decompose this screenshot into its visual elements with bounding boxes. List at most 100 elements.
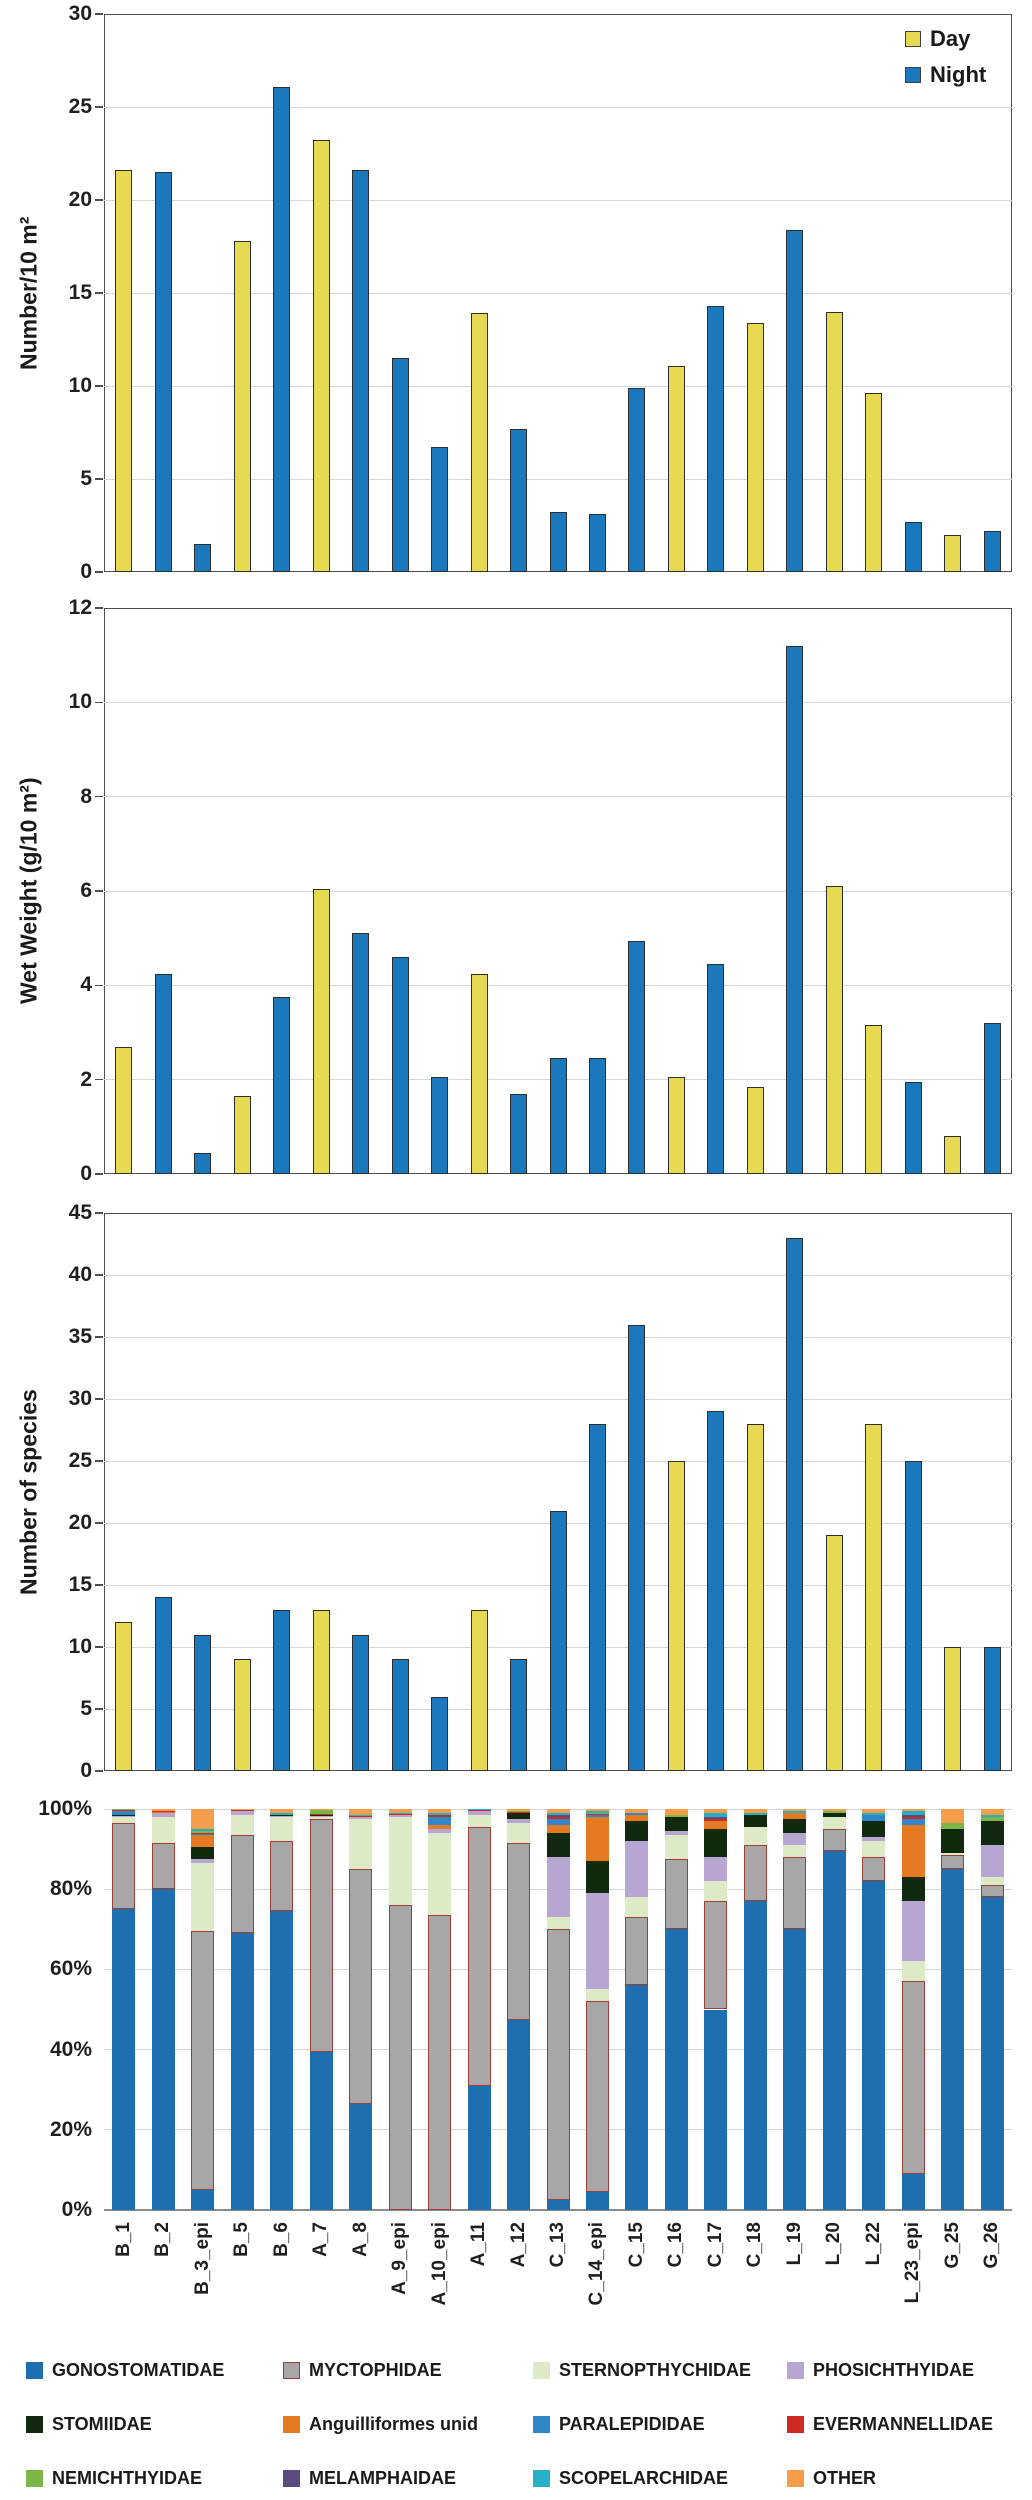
segment-paralepididae-C_14_epi bbox=[585, 1815, 609, 1817]
percent-tick-label: 20% bbox=[49, 2117, 92, 2141]
segment-phosichthyidae-L_22 bbox=[862, 1837, 886, 1842]
segment-gonostomatidae-C_15 bbox=[625, 1985, 649, 2210]
segment-myctophidae-C_15 bbox=[625, 1917, 649, 1986]
legend-item-sternopthychidae: STERNOPTHYCHIDAE bbox=[533, 2360, 751, 2381]
station-label-B_3_epi: B_3_epi bbox=[191, 2222, 213, 2295]
bar-G_26 bbox=[983, 1023, 1001, 1174]
segment-gonostomatidae-L_20 bbox=[822, 1851, 846, 2210]
legend-item-phosichthyidae: PHOSICHTHYIDAE bbox=[787, 2360, 974, 2381]
segment-scopelarchidae-G_26 bbox=[980, 1815, 1004, 1817]
segment-other-C_15 bbox=[625, 1809, 649, 1813]
segment-gonostomatidae-A_8 bbox=[349, 2103, 373, 2210]
y-tick-mark bbox=[95, 571, 103, 573]
segment-sternopthychidae-B_2 bbox=[151, 1817, 175, 1844]
segment-scopelarchidae-C_18 bbox=[743, 1813, 767, 1815]
gridline bbox=[104, 701, 1012, 703]
y-tick-mark bbox=[95, 13, 103, 15]
bar-C_15 bbox=[628, 387, 646, 572]
y-tick-label: 45 bbox=[68, 1201, 92, 1224]
stomiidae-swatch-icon bbox=[26, 2416, 43, 2433]
bar-L_19 bbox=[786, 645, 804, 1174]
y-tick-label: 40 bbox=[68, 1263, 92, 1286]
segment-stomiidae-L_20 bbox=[822, 1813, 846, 1817]
segment-other-C_13 bbox=[546, 1809, 570, 1813]
segment-phosichthyidae-B_1 bbox=[112, 1815, 136, 1817]
bar-C_17 bbox=[707, 306, 725, 572]
segment-stomiidae-B_3_epi bbox=[191, 1847, 215, 1860]
segment-scopelarchidae-A_9_epi bbox=[388, 1813, 412, 1815]
segment-melamphaidae-C_17 bbox=[704, 1817, 728, 1820]
segment-scopelarchidae-C_14_epi bbox=[585, 1811, 609, 1813]
legend-item-evermannellidae: EVERMANNELLIDAE bbox=[787, 2414, 993, 2435]
legend-label: NEMICHTHYIDAE bbox=[52, 2468, 203, 2488]
segment-gonostomatidae-L_22 bbox=[862, 1881, 886, 2210]
segment-sternopthychidae-C_16 bbox=[664, 1835, 688, 1860]
y-tick-mark bbox=[95, 1173, 103, 1175]
segment-phosichthyidae-G_26 bbox=[980, 1845, 1004, 1878]
segment-sternopthychidae-B_6 bbox=[270, 1817, 294, 1842]
y-tick-label: 15 bbox=[68, 1573, 92, 1596]
segment-other-B_5 bbox=[230, 1809, 254, 1811]
y-tick-mark bbox=[95, 795, 103, 798]
segment-phosichthyidae-C_13 bbox=[546, 1857, 570, 1918]
bar-B_6 bbox=[273, 997, 291, 1174]
segment-myctophidae-A_9_epi bbox=[388, 1905, 412, 2210]
segment-gonostomatidae-B_6 bbox=[270, 1911, 294, 2210]
segment-sternopthychidae-B_5 bbox=[230, 1815, 254, 1836]
segment-phosichthyidae-C_14_epi bbox=[585, 1893, 609, 1990]
segment-phosichthyidae-C_16 bbox=[664, 1831, 688, 1836]
station-label-L_22: L_22 bbox=[862, 2222, 884, 2266]
segment-other-A_9_epi bbox=[388, 1809, 412, 1813]
y-tick-mark bbox=[95, 1584, 103, 1586]
segment-evermannellidae-A_12 bbox=[507, 1812, 531, 1813]
segment-myctophidae-G_25 bbox=[941, 1855, 965, 1870]
legend-item-night: Night bbox=[905, 62, 986, 88]
segment-nemichthyidae-B_1 bbox=[112, 1809, 136, 1811]
bar-C_15 bbox=[628, 1324, 646, 1771]
bar-C_17 bbox=[707, 1411, 725, 1771]
bar-C_14_epi bbox=[588, 1058, 606, 1174]
segment-phosichthyidae-B_2 bbox=[151, 1813, 175, 1817]
bar-C_18 bbox=[746, 322, 764, 572]
segment-gonostomatidae-C_13 bbox=[546, 2199, 570, 2210]
bar-B_3_epi bbox=[194, 1152, 212, 1174]
gridline bbox=[104, 1460, 1012, 1462]
bar-L_20 bbox=[825, 1535, 843, 1771]
bar-B_2 bbox=[154, 973, 172, 1174]
y-tick-label: 10 bbox=[68, 374, 92, 397]
y-tick-mark bbox=[95, 478, 103, 480]
station-label-A_8: A_8 bbox=[349, 2222, 371, 2257]
station-label-A_11: A_11 bbox=[468, 2222, 490, 2267]
segment-phosichthyidae-C_15 bbox=[625, 1841, 649, 1898]
legend-label: STOMIIDAE bbox=[52, 2414, 152, 2434]
station-label-A_9_epi: A_9_epi bbox=[389, 2222, 411, 2295]
segment-nemichthyidae-C_16 bbox=[664, 1815, 688, 1817]
day-swatch-icon bbox=[905, 31, 921, 47]
bar-A_10_epi bbox=[431, 1696, 449, 1771]
segment-gonostomatidae-G_26 bbox=[980, 1897, 1004, 2210]
y-tick-mark bbox=[95, 1398, 103, 1400]
bar-L_19 bbox=[786, 1237, 804, 1771]
gridline bbox=[104, 1274, 1012, 1276]
segment-gonostomatidae-B_5 bbox=[230, 1933, 254, 2210]
segment-nemichthyidae-G_25 bbox=[941, 1823, 965, 1830]
station-label-A_7: A_7 bbox=[310, 2222, 332, 2257]
segment-sternopthychidae-A_10_epi bbox=[428, 1833, 452, 1916]
segment-stomiidae-L_22 bbox=[862, 1821, 886, 1838]
y-tick-label: 12 bbox=[68, 596, 92, 619]
segment-sternopthychidae-A_12 bbox=[507, 1823, 531, 1844]
x-axis-line bbox=[104, 2209, 1012, 2211]
legend-item-gonostomatidae: GONOSTOMATIDAE bbox=[26, 2360, 224, 2381]
y-tick-mark bbox=[95, 1336, 103, 1338]
segment-other-C_17 bbox=[704, 1809, 728, 1813]
legend-item-melamphaidae: MELAMPHAIDAE bbox=[283, 2468, 456, 2489]
bar-A_7 bbox=[312, 888, 330, 1174]
segment-myctophidae-A_11 bbox=[467, 1827, 491, 2086]
segment-sternopthychidae-C_18 bbox=[743, 1827, 767, 1846]
bar-L_19 bbox=[786, 229, 804, 572]
segment-nemichthyidae-G_26 bbox=[980, 1817, 1004, 1822]
bar-L_23_epi bbox=[904, 1082, 922, 1174]
segment-phosichthyidae-L_19 bbox=[783, 1833, 807, 1846]
legend-label: GONOSTOMATIDAE bbox=[52, 2360, 225, 2380]
segment-phosichthyidae-A_9_epi bbox=[388, 1815, 412, 1817]
